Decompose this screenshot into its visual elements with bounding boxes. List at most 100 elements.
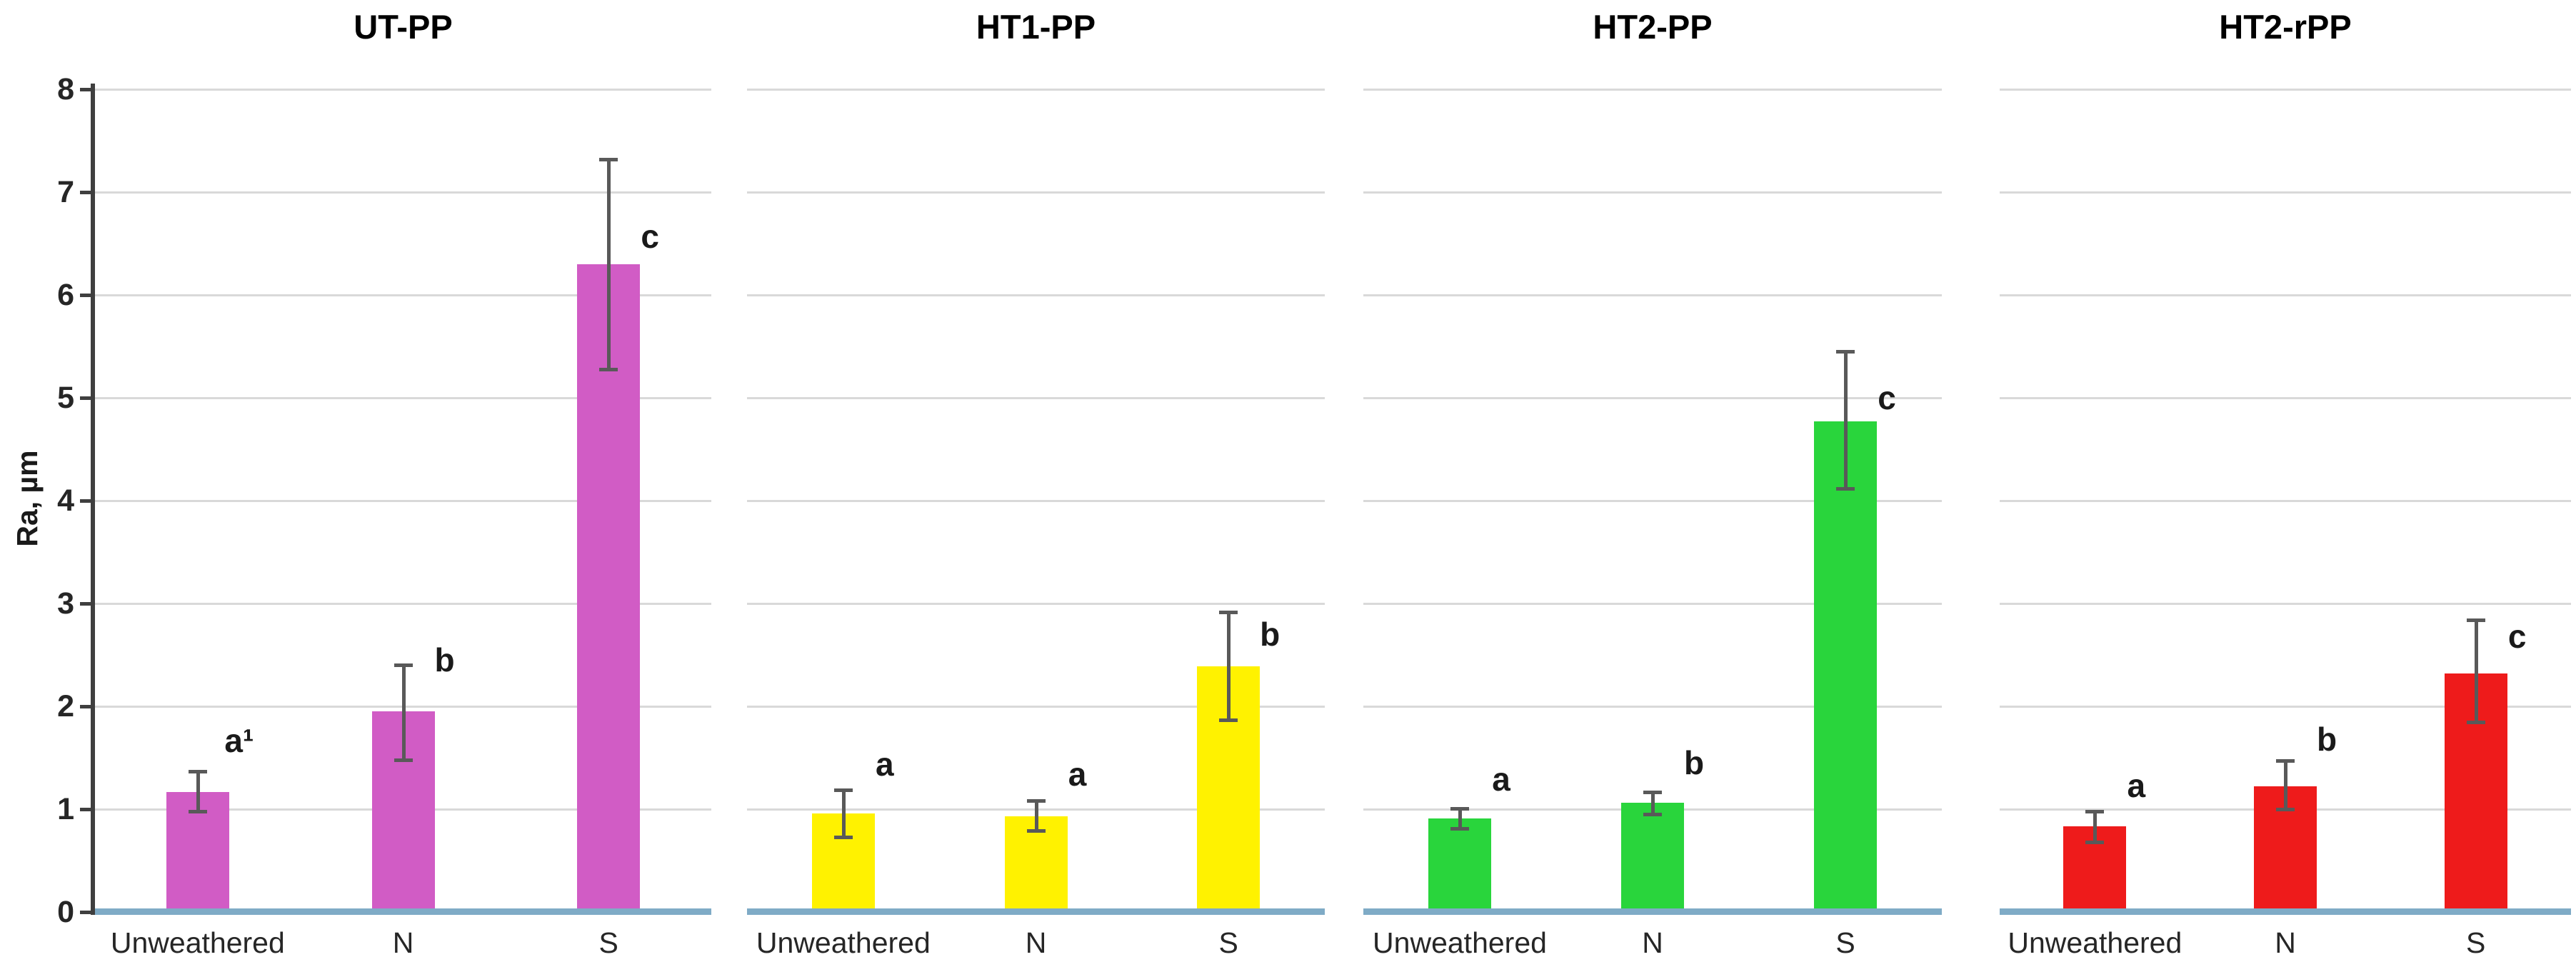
y-axis-tick [80, 396, 93, 400]
h-gridline [95, 603, 711, 605]
bar [577, 264, 641, 912]
y-axis-tick-label: 5 [57, 381, 74, 415]
y-axis-tick-label: 2 [57, 689, 74, 723]
category-label: Unweathered [756, 926, 931, 959]
significance-label: a [1068, 756, 1087, 793]
error-bar-cap-bottom [1643, 813, 1662, 817]
significance-label: c [2507, 618, 2527, 656]
h-gridline [747, 89, 1325, 91]
error-bar-cap-top [1219, 610, 1238, 614]
y-axis-line [91, 84, 95, 915]
h-gridline [2000, 191, 2571, 194]
h-gridline [747, 397, 1325, 399]
bar [1428, 818, 1491, 912]
error-bar-cap-bottom [833, 835, 853, 839]
y-axis-tick [80, 602, 93, 606]
error-bar-line [607, 159, 611, 369]
h-gridline [747, 294, 1325, 296]
y-axis-tick [80, 499, 93, 503]
significance-label: b [1683, 744, 1705, 782]
error-bar-line [401, 665, 406, 760]
category-label: S [1835, 926, 1855, 959]
h-gridline [1363, 500, 1942, 502]
y-axis-tick [80, 191, 93, 194]
h-gridline [747, 500, 1325, 502]
category-label: N [392, 926, 414, 959]
panel-title: HT2-PP [1593, 8, 1713, 46]
y-axis-tick-label: 8 [57, 72, 74, 106]
h-gridline [2000, 706, 2571, 708]
error-bar-cap-bottom [2276, 808, 2295, 811]
h-gridline [95, 397, 711, 399]
h-gridline [1363, 397, 1942, 399]
x-axis-baseline [747, 908, 1325, 915]
category-label: Unweathered [110, 926, 285, 959]
significance-label: a [1492, 761, 1510, 798]
y-axis-tick-label: 0 [57, 895, 74, 929]
y-axis-tick [80, 294, 93, 297]
h-gridline [1363, 294, 1942, 296]
h-gridline [2000, 89, 2571, 91]
h-gridline [95, 89, 711, 91]
significance-label: c [641, 217, 659, 255]
error-bar-cap-top [1836, 350, 1855, 354]
error-bar-line [1651, 791, 1655, 815]
error-bar-cap-top [188, 769, 207, 773]
h-gridline [1363, 89, 1942, 91]
significance-label: b [434, 641, 455, 679]
h-gridline [2000, 397, 2571, 399]
error-bar-cap-top [1450, 806, 1469, 811]
error-bar-line [2284, 761, 2287, 809]
significance-label: b [1260, 616, 1281, 653]
error-bar-cap-top [2085, 809, 2105, 813]
bar [1814, 421, 1877, 912]
h-gridline [2000, 603, 2571, 605]
category-label: S [598, 926, 618, 959]
category-label: N [2275, 926, 2296, 959]
error-bar-line [196, 771, 200, 811]
error-bar-line [2093, 811, 2098, 843]
category-label: Unweathered [2008, 926, 2182, 959]
error-bar-cap-top [599, 157, 618, 161]
y-axis-tick-label: 3 [57, 586, 74, 621]
error-bar-cap-top [2466, 618, 2485, 623]
error-bar-cap-top [1643, 790, 1662, 794]
h-gridline [1363, 706, 1942, 708]
x-axis-baseline [95, 908, 711, 915]
significance-label: a [876, 745, 894, 783]
h-gridline [747, 706, 1325, 708]
error-bar-line [2474, 620, 2478, 722]
error-bar-line [1844, 351, 1848, 488]
y-axis-tick-label: 1 [57, 792, 74, 826]
error-bar-line [1227, 611, 1231, 720]
bar [1621, 803, 1684, 912]
error-bar-cap-bottom [2085, 841, 2105, 845]
significance-label: c [1878, 379, 1896, 416]
h-gridline [95, 294, 711, 296]
error-bar-cap-bottom [1026, 829, 1046, 833]
category-label: N [1642, 926, 1663, 959]
error-bar-line [1034, 801, 1038, 831]
significance-label: a [2127, 766, 2146, 804]
error-bar-line [1458, 808, 1462, 829]
significance-label: a¹ [224, 721, 254, 759]
category-label: N [1025, 926, 1047, 959]
y-axis-tick [80, 808, 93, 811]
h-gridline [95, 500, 711, 502]
panel-title: UT-PP [354, 8, 453, 46]
y-axis-tick [80, 911, 93, 914]
y-axis-tick-label: 4 [57, 484, 74, 518]
h-gridline [747, 191, 1325, 194]
error-bar-line [841, 789, 846, 837]
panel-title: HT2-rPP [2219, 8, 2352, 46]
y-axis-tick [80, 88, 93, 91]
h-gridline [95, 191, 711, 194]
h-gridline [747, 603, 1325, 605]
y-axis-tick [80, 705, 93, 708]
category-label: S [2465, 926, 2486, 959]
y-axis-tick-label: 6 [57, 278, 74, 312]
error-bar-cap-top [1026, 799, 1046, 803]
error-bar-cap-bottom [1836, 486, 1855, 491]
category-label: S [1218, 926, 1238, 959]
category-label: Unweathered [1373, 926, 1547, 959]
